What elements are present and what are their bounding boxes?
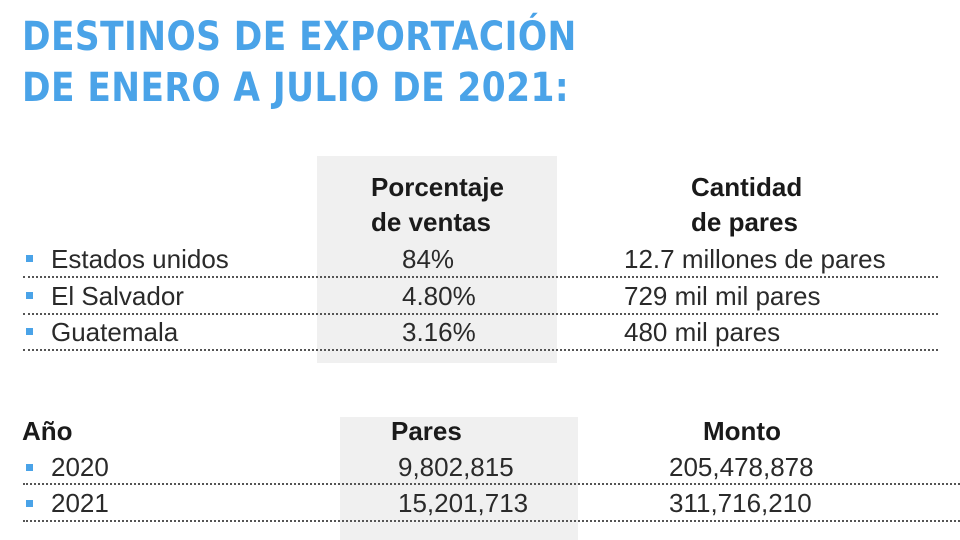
bullet-icon	[26, 292, 33, 299]
title-line-2: DE ENERO A JULIO DE 2021:	[22, 65, 570, 111]
sales-percentage: 4.80%	[402, 281, 476, 311]
header-year: Año	[22, 416, 73, 446]
page-title: DESTINOS DE EXPORTACIÓN DE ENERO A JULIO…	[22, 12, 577, 114]
row-divider	[23, 483, 960, 485]
title-line-1: DESTINOS DE EXPORTACIÓN	[22, 14, 577, 60]
pairs-column-band	[340, 417, 578, 540]
country-name: Estados unidos	[51, 244, 229, 274]
header-percentage-line-2: de ventas	[371, 207, 491, 237]
bullet-icon	[26, 328, 33, 335]
row-divider	[23, 520, 960, 522]
bullet-icon	[26, 255, 33, 262]
sales-percentage: 84%	[402, 244, 455, 274]
sales-percentage: 3.16%	[402, 317, 476, 347]
percentage-column-band	[317, 156, 557, 363]
pairs-quantity: 12.7 millones de pares	[624, 244, 886, 274]
bullet-icon	[26, 500, 33, 507]
header-pairs: Pares	[391, 416, 462, 446]
pairs-quantity: 480 mil pares	[624, 317, 781, 347]
bullet-icon	[26, 464, 33, 471]
amount-value: 205,478,878	[669, 452, 814, 482]
header-quantity-line-2: de pares	[691, 207, 798, 237]
pairs-value: 9,802,815	[398, 452, 514, 482]
pairs-quantity: 729 mil mil pares	[624, 281, 821, 311]
pairs-value: 15,201,713	[398, 488, 529, 518]
country-name: Guatemala	[51, 317, 179, 347]
row-divider	[23, 313, 938, 315]
row-divider	[23, 349, 938, 351]
amount-value: 311,716,210	[669, 488, 812, 518]
header-quantity-line-1: Cantidad	[691, 172, 803, 202]
header-amount: Monto	[703, 416, 781, 446]
year-value: 2021	[51, 488, 109, 518]
row-divider	[23, 276, 938, 278]
country-name: El Salvador	[51, 281, 184, 311]
header-percentage-line-1: Porcentaje	[371, 172, 504, 202]
year-value: 2020	[51, 452, 109, 482]
